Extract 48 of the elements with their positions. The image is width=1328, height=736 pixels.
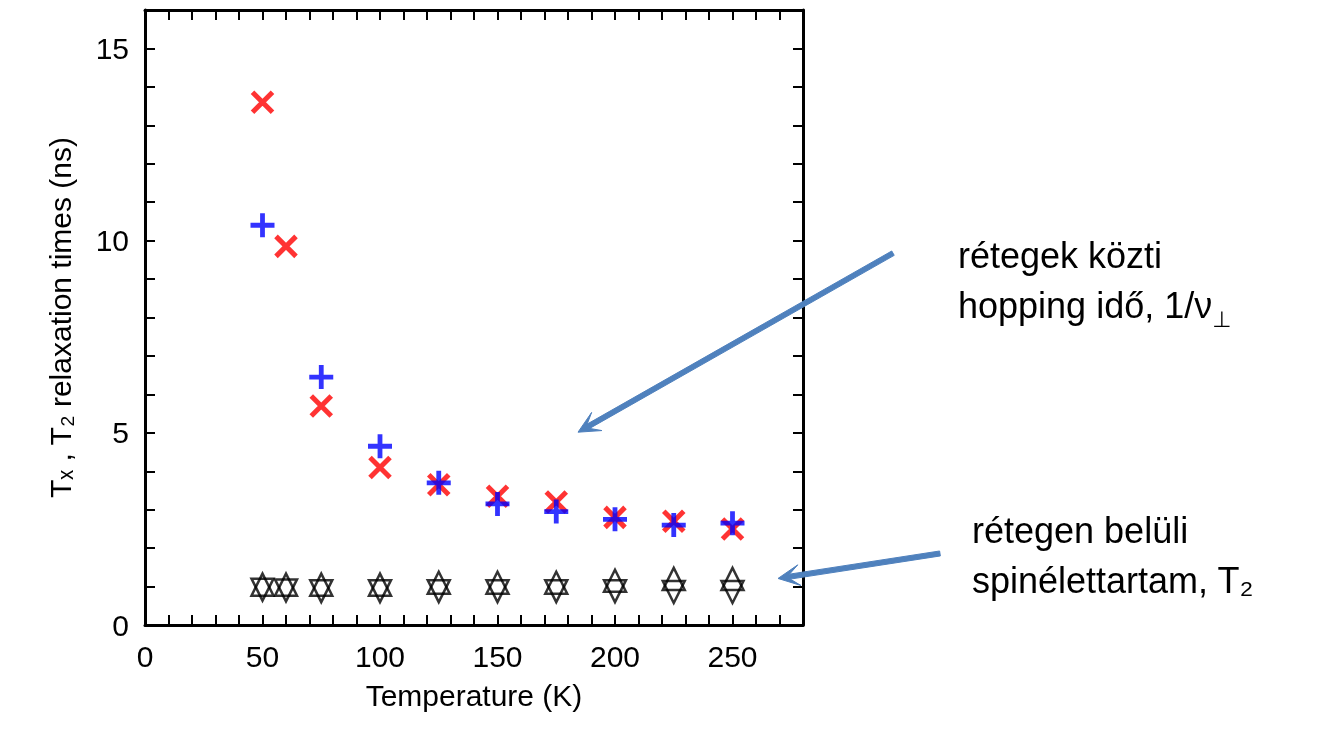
point (273, 233, 299, 259)
point (485, 483, 510, 509)
point (250, 213, 275, 238)
point (544, 499, 569, 524)
y-tick-label: 5 (112, 416, 129, 450)
point (485, 491, 510, 516)
x-tick-label: 150 (472, 639, 523, 673)
x-tick-label: 50 (245, 639, 280, 673)
point (368, 434, 392, 459)
point (250, 577, 275, 602)
x-axis-title: Temperature (K) (365, 678, 583, 712)
y-tick-label: 10 (95, 224, 129, 258)
point (367, 454, 393, 480)
x-tick-label: 0 (136, 639, 154, 673)
point (661, 579, 686, 605)
point (250, 89, 275, 115)
point (661, 566, 686, 592)
x-tick-label: 250 (707, 639, 758, 673)
y-tick-label: 0 (112, 608, 129, 642)
x-tick-label: 100 (354, 639, 406, 673)
point (720, 566, 745, 592)
point (367, 578, 393, 604)
point (273, 572, 299, 597)
point (661, 513, 686, 538)
point (309, 365, 334, 390)
point (661, 508, 687, 534)
point (544, 570, 569, 595)
y-tick-label: 15 (95, 31, 129, 65)
y-axis-title: Tₓ , T₂ relaxation times (ns) (43, 136, 77, 499)
text: rétegek közti hopping idő, 1/ν⊥ (958, 234, 1232, 332)
point (720, 511, 745, 536)
point (273, 578, 299, 603)
point (367, 572, 393, 597)
point (250, 572, 275, 597)
point (426, 578, 451, 604)
text: rétegen belüli spinélettartam, T₂ (972, 509, 1254, 601)
point (485, 578, 510, 604)
point (602, 578, 628, 604)
x-tick-label: 200 (589, 639, 641, 673)
point (544, 578, 569, 604)
point (602, 568, 628, 594)
point (720, 516, 745, 542)
point (485, 570, 510, 595)
point (720, 579, 745, 605)
point (309, 578, 334, 604)
point (308, 393, 334, 419)
point (309, 572, 334, 597)
point (426, 570, 451, 595)
